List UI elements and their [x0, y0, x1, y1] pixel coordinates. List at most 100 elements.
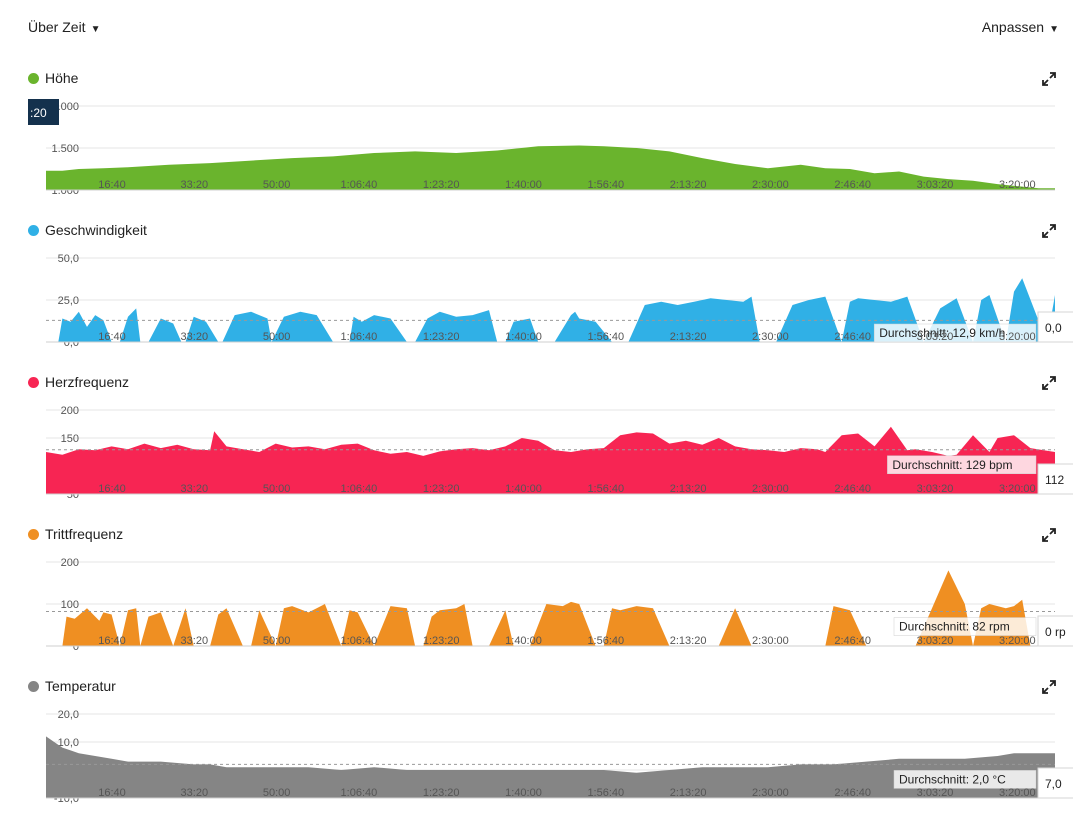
chart-title-label: Geschwindigkeit — [45, 222, 147, 238]
legend-dot-icon — [28, 681, 39, 692]
x-tick-label: 1:40:00 — [505, 179, 542, 191]
x-tick-label: 33:20 — [181, 179, 209, 191]
x-tick-label: 50:00 — [263, 331, 291, 343]
y-tick-label: 25,0 — [58, 295, 79, 307]
x-tick-label: 2:13:20 — [670, 787, 707, 799]
x-tick-label: 1:56:40 — [587, 331, 624, 343]
x-tick-label: 50:00 — [263, 787, 291, 799]
expand-icon-arrows — [1042, 72, 1056, 86]
average-label-box — [893, 770, 1037, 789]
expand-icon[interactable] — [1042, 224, 1056, 238]
x-tick-label: 1:06:40 — [341, 787, 378, 799]
x-tick-label: 2:13:20 — [670, 635, 707, 647]
x-tick-label: 2:30:00 — [752, 179, 789, 191]
x-tick-label: 2:13:20 — [670, 331, 707, 343]
chart-panel-hoehe: Höhe 2.000 1.500 1.000 16:40 33:20 50:00 1:06:4… — [0, 70, 1073, 222]
x-tick-label: 2:13:20 — [670, 483, 707, 495]
y-tick-label: 0 — [73, 641, 79, 653]
x-tick-label: 1:40:00 — [505, 635, 542, 647]
series-area-hoehe — [46, 145, 1055, 190]
x-tick-label: 33:20 — [181, 787, 209, 799]
series-area-trittfrequenz — [46, 570, 1055, 646]
x-tick-label: 3:03:20 — [917, 483, 954, 495]
x-tick-label: 16:40 — [98, 635, 126, 647]
y-tick-label: 100 — [61, 599, 79, 611]
chart-svg-trittfrequenz[interactable]: 200 100 0 Durchschnitt: 82 rpm 16:40 33:20 50:… — [0, 544, 1073, 676]
x-tick-label: 2:30:00 — [752, 331, 789, 343]
value-tooltip — [1037, 311, 1073, 343]
x-tick-label: 1:40:00 — [505, 787, 542, 799]
x-tick-label: 1:23:20 — [423, 179, 460, 191]
x-tick-label: 2:46:40 — [834, 787, 871, 799]
x-tick-label: 1:06:40 — [341, 483, 378, 495]
x-tick-label: 2:30:00 — [752, 787, 789, 799]
y-tick-label: 200 — [61, 405, 79, 417]
chart-title-label: Höhe — [45, 70, 79, 86]
caret-down-icon: ▼ — [1049, 24, 1059, 35]
x-tick-label: 1:23:20 — [423, 635, 460, 647]
chart-title: Geschwindigkeit — [28, 222, 147, 238]
view-selector-label: Über Zeit — [28, 19, 86, 35]
x-tick-label: 3:03:20 — [917, 179, 954, 191]
expand-icon-arrows — [1042, 680, 1056, 694]
x-tick-label: 50:00 — [263, 635, 291, 647]
average-label: Durchschnitt: 12,9 km/h — [879, 326, 1005, 340]
x-tick-label: 3:20:00 — [999, 331, 1036, 343]
expand-icon-arrows — [1042, 224, 1056, 238]
value-tooltip — [1037, 615, 1073, 647]
hover-time-tooltip — [28, 99, 59, 125]
y-tick-label: 1.500 — [51, 143, 79, 155]
hover-time-text: :20 — [30, 106, 47, 120]
x-tick-label: 1:23:20 — [423, 331, 460, 343]
view-selector-dropdown[interactable]: Über Zeit ▼ — [28, 19, 100, 35]
expand-icon[interactable] — [1042, 72, 1056, 86]
x-tick-label: 1:23:20 — [423, 787, 460, 799]
x-tick-label: 16:40 — [98, 787, 126, 799]
x-tick-label: 1:06:40 — [341, 179, 378, 191]
chart-panel-geschwindigkeit: Geschwindigkeit 50,0 25,0 0,0 Durchschnitt: … — [0, 222, 1073, 374]
average-label-box — [873, 323, 1037, 343]
chart-title-label: Herzfrequenz — [45, 374, 130, 390]
x-tick-label: 3:03:20 — [917, 635, 954, 647]
chart-title: Trittfrequenz — [28, 526, 123, 542]
x-tick-label: 2:30:00 — [752, 635, 789, 647]
average-label: Durchschnitt: 2,0 °C — [899, 772, 1006, 786]
chart-title: Temperatur — [28, 678, 116, 694]
value-tooltip-text: 7,0 — [1045, 777, 1062, 791]
x-tick-label: 1:40:00 — [505, 483, 542, 495]
chart-title-label: Temperatur — [45, 678, 116, 694]
x-tick-label: 3:03:20 — [917, 331, 954, 343]
customize-dropdown[interactable]: Anpassen ▼ — [982, 19, 1059, 35]
value-tooltip-text: 112 — [1045, 473, 1064, 487]
x-tick-label: 3:20:00 — [999, 179, 1036, 191]
x-tick-label: 33:20 — [181, 483, 209, 495]
chart-title-label: Trittfrequenz — [45, 526, 124, 542]
x-tick-label: 1:56:40 — [587, 635, 624, 647]
chart-svg-herzfrequenz[interactable]: 20015010050Durchschnitt: 129 bpm16:4033:… — [0, 392, 1073, 524]
y-tick-label: 200 — [61, 557, 79, 569]
y-tick-label: 150 — [61, 433, 79, 445]
x-tick-label: 2:46:40 — [834, 331, 871, 343]
x-tick-label: 3:03:20 — [917, 787, 954, 799]
caret-down-icon: ▼ — [90, 24, 101, 35]
chart-svg-geschwindigkeit[interactable]: 50,0 25,0 0,0 Durchschnitt: 12,9 km/h 16:40 3… — [0, 240, 1073, 372]
expand-icon[interactable] — [1042, 376, 1056, 390]
expand-icon[interactable] — [1042, 528, 1056, 542]
x-tick-label: 16:40 — [98, 179, 126, 191]
x-tick-label: 3:20:00 — [999, 635, 1036, 647]
x-tick-label: 1:56:40 — [587, 787, 624, 799]
value-tooltip — [1037, 767, 1073, 799]
y-tick-label: 10,0 — [58, 737, 79, 749]
x-tick-label: 1:56:40 — [587, 179, 624, 191]
expand-icon[interactable] — [1042, 680, 1056, 694]
chart-title: Herzfrequenz — [28, 374, 129, 390]
x-tick-label: 1:23:20 — [423, 483, 460, 495]
expand-icon-arrows — [1042, 376, 1056, 390]
x-tick-label: 2:46:40 — [834, 179, 871, 191]
average-label: Durchschnitt: 82 rpm — [899, 620, 1010, 634]
x-tick-label: 2:13:20 — [670, 179, 707, 191]
customize-label: Anpassen — [981, 19, 1045, 35]
x-tick-label: 2:46:40 — [834, 483, 871, 495]
